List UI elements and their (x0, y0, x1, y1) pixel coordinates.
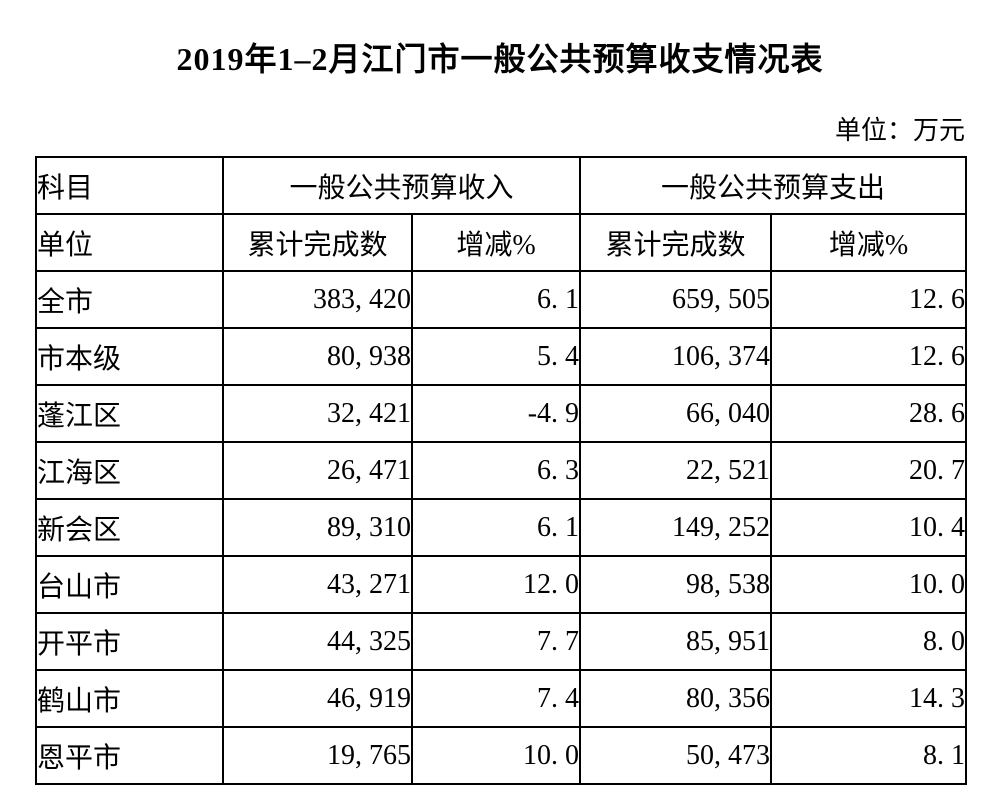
unit-note: 单位：万元 (834, 116, 965, 145)
income-value: 43, 271 (222, 555, 413, 614)
expenditure-change-value: 20. 7 (770, 441, 968, 500)
table-row: 蓬江区 32, 421 -4. 9 66, 040 28. 6 (35, 384, 968, 443)
page-title: 2019年1–2月江门市一般公共预算收支情况表 (176, 41, 824, 77)
table-row: 市本级 80, 938 5. 4 106, 374 12. 6 (35, 327, 968, 386)
row-unit-label: 市本级 (35, 327, 224, 386)
table-row: 恩平市 19, 765 10. 0 50, 473 8. 1 (35, 726, 968, 785)
header-income-group: 一般公共预算收入 (221, 156, 582, 215)
income-value: 46, 919 (222, 669, 413, 728)
expenditure-change-value: 12. 6 (770, 327, 968, 386)
income-change-value: 12. 0 (410, 555, 582, 614)
income-value: 32, 421 (222, 384, 413, 443)
expenditure-value: 106, 374 (579, 327, 773, 386)
expenditure-value: 22, 521 (579, 441, 773, 500)
header-row-columns: 单位 累计完成数 增减% 累计完成数 增减% (35, 213, 968, 272)
row-unit-label: 蓬江区 (35, 384, 224, 443)
table-row: 江海区 26, 471 6. 3 22, 521 20. 7 (35, 441, 968, 500)
row-unit-label: 新会区 (35, 498, 224, 557)
header-row-groups: 科目 一般公共预算收入 一般公共预算支出 (35, 156, 968, 215)
header-expenditure-group: 一般公共预算支出 (579, 156, 968, 215)
expenditure-change-value: 10. 0 (770, 555, 968, 614)
expenditure-value: 85, 951 (579, 612, 773, 671)
row-unit-label: 全市 (35, 270, 224, 329)
income-value: 19, 765 (222, 726, 413, 785)
header-expenditure-cumulative: 累计完成数 (579, 213, 773, 272)
header-unit: 单位 (35, 213, 224, 272)
income-change-value: 6. 1 (410, 498, 582, 557)
row-unit-label: 江海区 (35, 441, 224, 500)
income-change-value: 6. 1 (410, 270, 582, 329)
income-value: 26, 471 (222, 441, 413, 500)
income-value: 80, 938 (222, 327, 413, 386)
income-change-value: 6. 3 (410, 441, 582, 500)
income-value: 383, 420 (222, 270, 413, 329)
expenditure-value: 50, 473 (579, 726, 773, 785)
expenditure-change-value: 8. 0 (770, 612, 968, 671)
header-income-cumulative: 累计完成数 (222, 213, 413, 272)
budget-table: 科目 一般公共预算收入 一般公共预算支出 单位 累计完成数 增减% 累计完成数 … (35, 156, 968, 785)
table-row: 开平市 44, 325 7. 7 85, 951 8. 0 (35, 612, 968, 671)
row-unit-label: 台山市 (35, 555, 224, 614)
header-subject: 科目 (35, 156, 224, 215)
table-row: 鹤山市 46, 919 7. 4 80, 356 14. 3 (35, 669, 968, 728)
expenditure-change-value: 12. 6 (770, 270, 968, 329)
expenditure-value: 80, 356 (579, 669, 773, 728)
expenditure-change-value: 8. 1 (770, 726, 968, 785)
row-unit-label: 鹤山市 (35, 669, 224, 728)
table-row: 全市 383, 420 6. 1 659, 505 12. 6 (35, 270, 968, 329)
row-unit-label: 恩平市 (35, 726, 224, 785)
income-change-value: -4. 9 (410, 384, 582, 443)
income-change-value: 5. 4 (410, 327, 582, 386)
expenditure-change-value: 28. 6 (770, 384, 968, 443)
income-change-value: 7. 7 (410, 612, 582, 671)
header-income-change-pct: 增减% (410, 213, 582, 272)
expenditure-value: 659, 505 (579, 270, 773, 329)
table-row: 新会区 89, 310 6. 1 149, 252 10. 4 (35, 498, 968, 557)
expenditure-change-value: 10. 4 (770, 498, 968, 557)
expenditure-value: 149, 252 (579, 498, 773, 557)
expenditure-change-value: 14. 3 (770, 669, 968, 728)
expenditure-value: 98, 538 (579, 555, 773, 614)
income-change-value: 10. 0 (410, 726, 582, 785)
header-expenditure-change-pct: 增减% (770, 213, 968, 272)
income-change-value: 7. 4 (410, 669, 582, 728)
expenditure-value: 66, 040 (579, 384, 773, 443)
row-unit-label: 开平市 (35, 612, 224, 671)
table-row: 台山市 43, 271 12. 0 98, 538 10. 0 (35, 555, 968, 614)
income-value: 44, 325 (222, 612, 413, 671)
income-value: 89, 310 (222, 498, 413, 557)
